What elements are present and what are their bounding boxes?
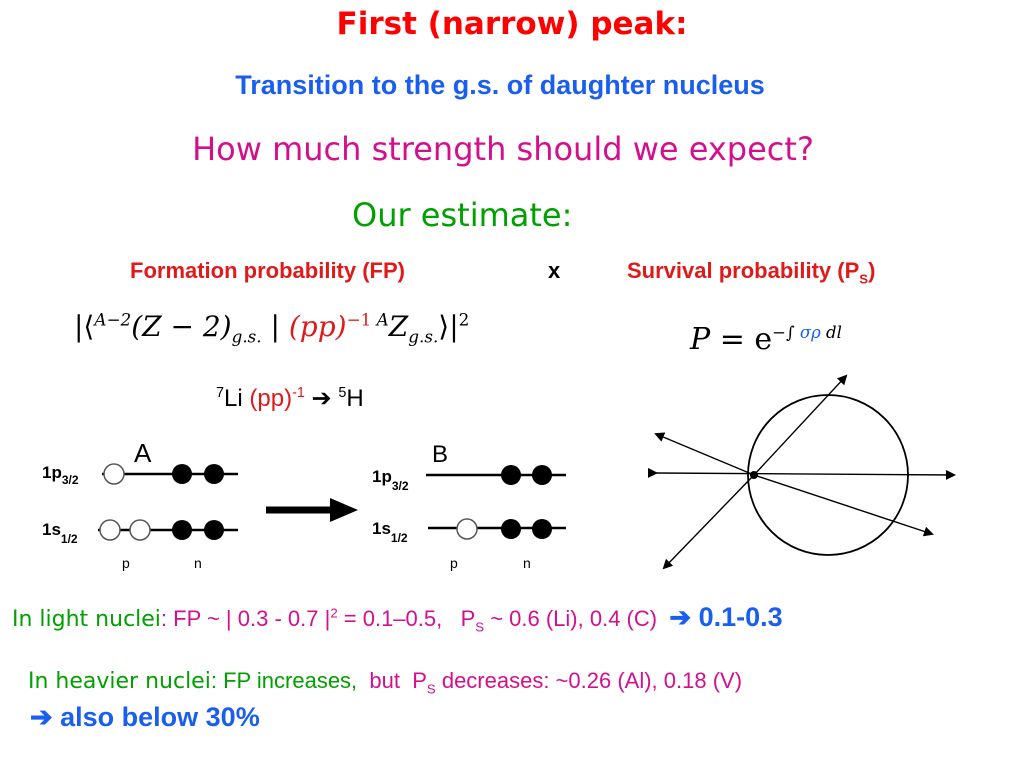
fp-formula: |⟨A−2(Z − 2)g.s. | (pp)−1 AZg.s.⟩|2: [74, 309, 470, 345]
panel-b-neutron-label: n: [523, 555, 531, 571]
panel-a-s12-neutron: [204, 520, 224, 540]
heavy-nuclei-line: In heavier nuclei: FP increases, but PS …: [28, 668, 743, 697]
fp-z: Z: [388, 310, 409, 343]
panel-a-p32-label: 1p3/2: [42, 463, 79, 487]
heavy-nuclei-ps: P: [412, 668, 427, 693]
light-nuclei-ps-sub: S: [475, 619, 485, 635]
heavy-nuclei-ps-sub: S: [426, 681, 436, 697]
heavy-nuclei-ps-val: decreases: ~0.26 (Al), 0.18 (V): [435, 668, 743, 693]
ps-eq: = e: [710, 322, 773, 357]
panel-a-s12-proton-hole: [129, 519, 151, 541]
panel-b-p32-neutron: [501, 465, 521, 485]
panel-a-label: A: [134, 438, 152, 468]
ps-p: P: [690, 322, 711, 357]
fp-gs2: g.s.: [408, 326, 439, 347]
orbital-diagram: A 1p3/2 1s1/2 p n B 1p3/2 1s1/2 p n: [42, 438, 566, 571]
path-up-right: [753, 374, 848, 476]
fp-pp: (pp): [288, 310, 347, 343]
panel-a-p32-proton-hole: [103, 463, 125, 485]
question-text: How much strength should we expect?: [192, 130, 814, 168]
ps-formula: P = e−∫ σρ dl: [690, 322, 842, 357]
light-nuclei-fp-exp: 2: [330, 605, 338, 621]
light-nuclei-fp-val: = 0.1–0.5,: [337, 606, 443, 631]
light-nuclei-line: In light nuclei: FP ~ | 0.3 - 0.7 |2 = 0…: [12, 602, 783, 633]
survival-probability-label: Survival probability (PS): [627, 258, 876, 287]
ps-label-close: ): [868, 258, 876, 283]
h-mass: 5: [338, 385, 347, 401]
panel-b-label: B: [432, 441, 448, 468]
formation-probability-label: Formation probability (FP): [130, 258, 405, 283]
conclusion-text: also below 30%: [52, 702, 260, 732]
page-title: First (narrow) peak:: [336, 6, 688, 42]
panel-b-s12-neutron: [532, 519, 552, 539]
times-sign: x: [548, 258, 561, 283]
heavy-nuclei-but: but: [369, 668, 400, 693]
li-mass: 7: [216, 385, 225, 401]
panel-a-s12-proton-hole: [99, 519, 121, 541]
light-result-arrow-icon: ➔: [669, 602, 692, 632]
panel-a-s12-neutron: [172, 520, 192, 540]
fp-square: 2: [458, 309, 470, 330]
fp-a-sup: A: [376, 309, 389, 330]
ps-dl: dl: [826, 323, 842, 342]
panel-b-p32-neutron: [532, 465, 552, 485]
panel-b-proton-label: p: [450, 555, 458, 571]
light-nuclei-lead: In light nuclei: [12, 607, 161, 632]
subtitle: Transition to the g.s. of daughter nucle…: [235, 70, 765, 100]
survival-geometry-diagram: [647, 374, 956, 570]
heavy-nuclei-fp: : FP increases,: [210, 668, 358, 693]
li-symbol: Li: [224, 385, 243, 412]
fp-z2: (Z − 2): [131, 310, 232, 343]
path-up-left: [654, 432, 755, 476]
fp-pp-exp: −1: [346, 309, 372, 330]
panel-a-proton-label: p: [122, 555, 130, 571]
panel-b-s12-label: 1s1/2: [372, 519, 408, 545]
panel-b-s12-proton-hole: [456, 518, 478, 540]
reaction-pp: (pp): [249, 385, 293, 412]
transition-arrow-icon: [266, 498, 358, 522]
fp-ket-close: ⟩|: [438, 310, 459, 343]
fp-mass-sup: A−2: [94, 309, 132, 330]
panel-b-s12-neutron: [501, 519, 521, 539]
heavy-nuclei-lead: In heavier nuclei: [28, 669, 211, 694]
panel-a-neutron-label: n: [194, 555, 202, 571]
light-nuclei-fp: : FP ~ | 0.3 - 0.7 |: [160, 606, 331, 631]
h-symbol: H: [346, 385, 364, 412]
estimate-heading: Our estimate:: [352, 196, 573, 234]
fp-bra-open: |⟨: [74, 310, 95, 343]
reaction-line: 7Li (pp)-1 ➔ 5H: [216, 384, 364, 413]
reaction-arrow-icon: ➔: [311, 385, 332, 412]
panel-a-p32-neutron: [204, 464, 224, 484]
panel-b-p32-label: 1p3/2: [372, 467, 409, 493]
path-down-right: [753, 474, 934, 537]
fp-gs1: g.s.: [231, 326, 262, 347]
fp-mid: |: [261, 310, 289, 343]
ps-exp-pre: −∫: [772, 323, 795, 342]
ps-sigma-rho: σρ: [799, 323, 821, 342]
path-horizontal: [647, 467, 956, 480]
light-nuclei-ps: P: [460, 606, 476, 631]
conclusion-line: ➔ also below 30%: [30, 702, 260, 733]
ps-label-sub: S: [859, 271, 869, 287]
conclusion-arrow-icon: ➔: [30, 702, 53, 732]
path-down-left: [662, 474, 755, 570]
panel-a-s12-label: 1s1/2: [42, 520, 78, 546]
light-nuclei-result: 0.1-0.3: [691, 602, 783, 632]
reaction-pp-exp: -1: [292, 385, 305, 401]
ps-label-text: Survival probability (P: [627, 258, 860, 283]
panel-a-p32-neutron: [172, 464, 192, 484]
light-nuclei-ps-val: ~ 0.6 (Li), 0.4 (C): [484, 606, 658, 631]
